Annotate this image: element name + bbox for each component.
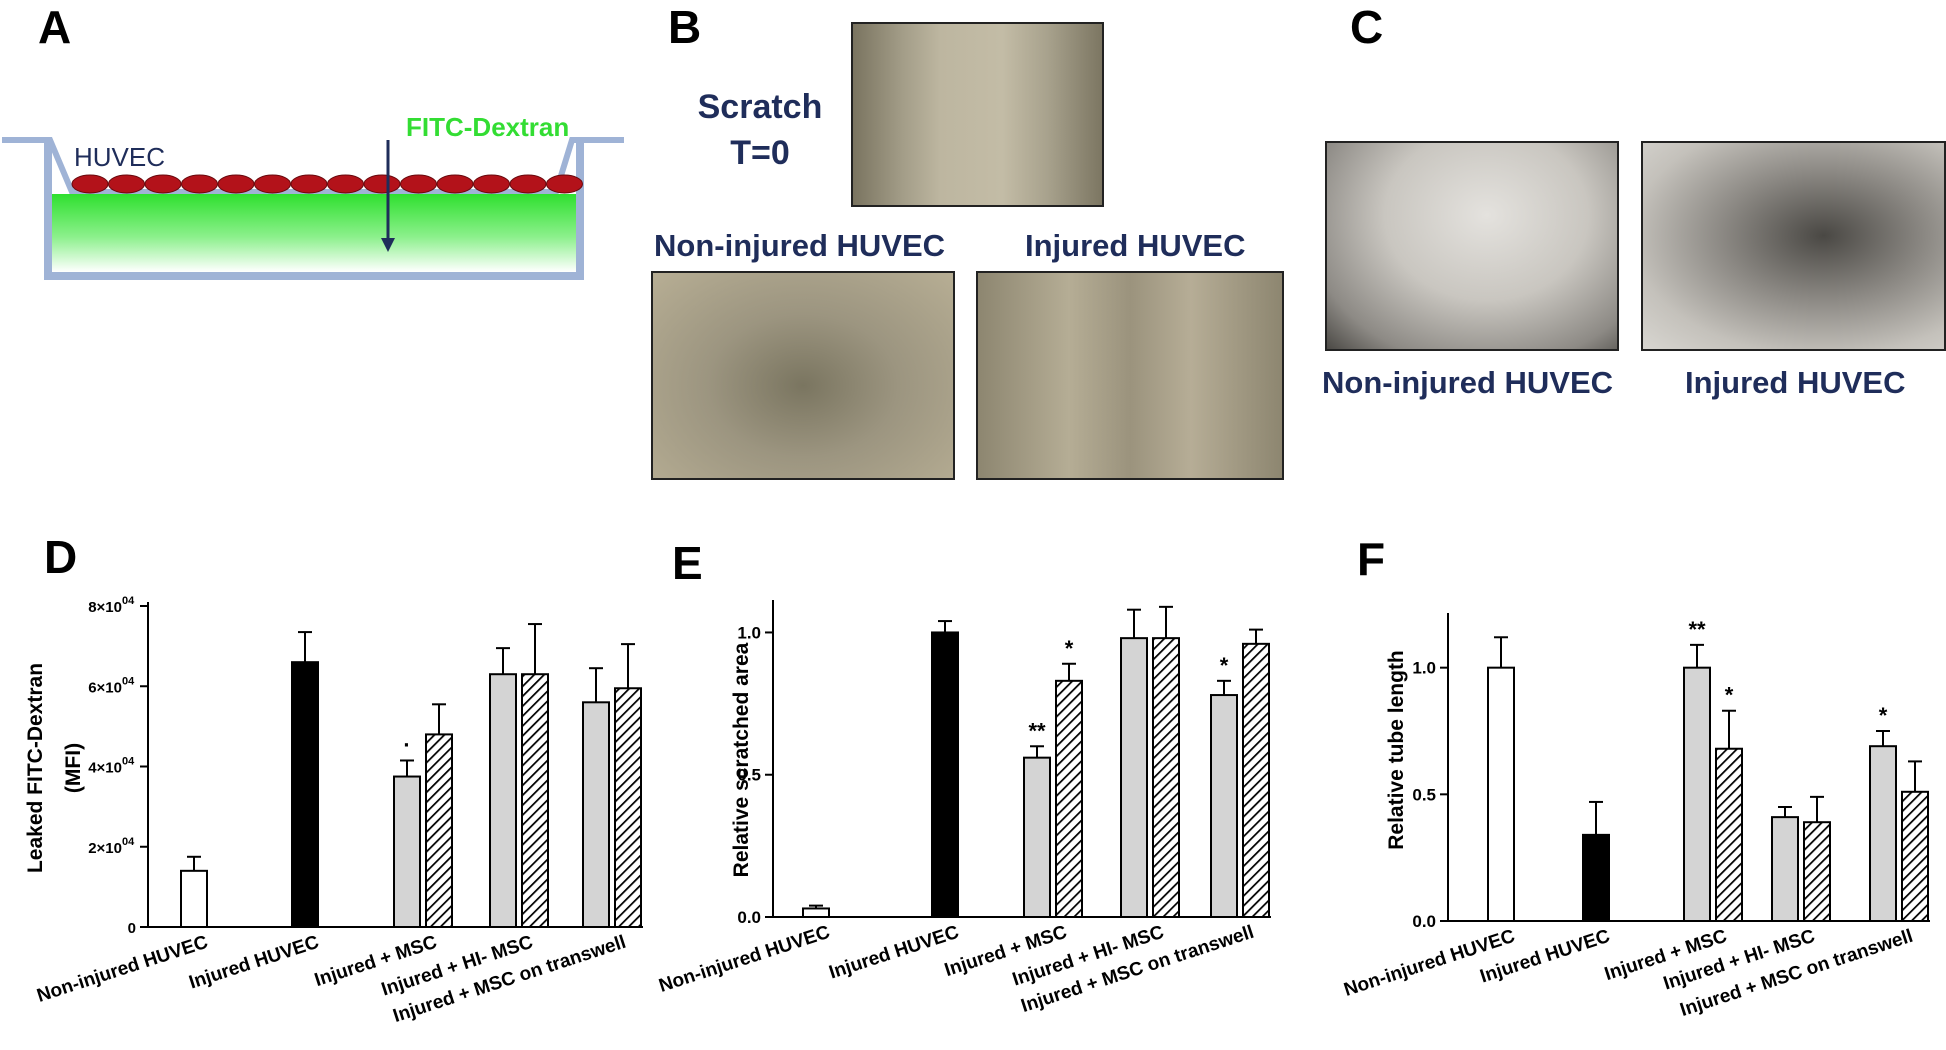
well-outline xyxy=(44,140,584,280)
bar xyxy=(1582,833,1610,922)
bar xyxy=(1055,679,1083,918)
bar xyxy=(1023,756,1051,918)
significance-mark: * xyxy=(1879,703,1888,728)
y-tick-label: 0.5 xyxy=(737,766,761,785)
bar xyxy=(489,673,517,929)
injured-tube-image xyxy=(1641,141,1946,351)
y-tick-exponent: 04 xyxy=(122,675,135,687)
bar xyxy=(1242,642,1270,918)
bar xyxy=(1869,745,1897,923)
non-injured-scratch-image xyxy=(651,271,955,480)
y-axis-label: Leaked FITC-Dextran xyxy=(24,663,47,873)
scratch-title: Scratch T=0 xyxy=(690,84,830,176)
bar xyxy=(1120,637,1148,918)
bar xyxy=(931,631,959,918)
significance-mark: · xyxy=(403,732,410,757)
significance-mark: * xyxy=(1220,653,1229,678)
bar xyxy=(1487,666,1515,923)
arrow-head xyxy=(381,238,395,252)
significance-mark: * xyxy=(1725,683,1734,708)
y-axis-label: Relative tube length xyxy=(1385,650,1408,850)
y-tick-label: 4×10 xyxy=(88,760,122,777)
bar xyxy=(1715,747,1743,922)
huvec-cell-layer xyxy=(71,174,583,194)
panel-letter-a: A xyxy=(38,1,72,53)
huvec-cell xyxy=(546,174,583,194)
panel-letter-d: D xyxy=(44,531,78,583)
panel-letter-c: C xyxy=(1350,1,1384,53)
y-tick-label: 1.0 xyxy=(1412,659,1436,678)
bar xyxy=(393,775,421,928)
bar xyxy=(1152,637,1180,918)
significance-mark: ** xyxy=(1028,718,1046,743)
bar xyxy=(1771,816,1799,923)
significance-mark: ** xyxy=(1688,617,1706,642)
panel-letter-b: B xyxy=(668,1,702,53)
injured-scratch-image xyxy=(976,271,1284,480)
y-tick-label: 8×10 xyxy=(88,599,122,616)
significance-mark: * xyxy=(1065,636,1074,661)
tube-right-caption: Injured HUVEC xyxy=(1685,365,1906,400)
panel-letter-f: F xyxy=(1357,533,1386,585)
y-tick-label: 1.0 xyxy=(737,623,761,642)
category-label: Non-injured HUVEC xyxy=(656,922,832,997)
bar xyxy=(425,733,453,929)
tube-left-caption: Non-injured HUVEC xyxy=(1322,365,1614,400)
scratch-title-line1: Scratch xyxy=(697,88,823,126)
bar xyxy=(1683,666,1711,923)
y-axis-label-line2: (MFI) xyxy=(62,743,85,793)
y-axis-label: Relative scratched area xyxy=(730,642,753,877)
bar xyxy=(802,907,830,918)
category-label: Injured HUVEC xyxy=(827,922,962,984)
y-tick-exponent: 04 xyxy=(122,595,135,607)
bar xyxy=(180,869,208,929)
y-tick-exponent: 04 xyxy=(122,756,135,768)
y-tick-label: 2×10 xyxy=(88,840,122,857)
y-tick-label: 6×10 xyxy=(88,679,122,696)
non-injured-tube-image xyxy=(1325,141,1619,351)
dextran-medium xyxy=(52,194,576,272)
category-label: Non-injured HUVEC xyxy=(34,932,210,1007)
bar xyxy=(1210,694,1238,919)
scratch-right-caption: Injured HUVEC xyxy=(1025,228,1246,263)
scratch-left-caption: Non-injured HUVEC xyxy=(654,228,946,263)
scratch-title-line2: T=0 xyxy=(730,134,790,172)
bar xyxy=(1803,821,1831,923)
fitc-dextran-label: FITC-Dextran xyxy=(406,112,570,142)
y-tick-label: 0 xyxy=(128,920,136,937)
bar xyxy=(614,687,642,928)
huvec-label: HUVEC xyxy=(74,142,166,172)
y-tick-label: 0.0 xyxy=(737,908,761,927)
panel-letter-e: E xyxy=(672,537,703,589)
bar xyxy=(582,701,610,928)
bar xyxy=(291,661,319,928)
y-tick-label: 0.5 xyxy=(1412,785,1436,804)
y-tick-label: 0.0 xyxy=(1412,912,1436,931)
y-tick-exponent: 04 xyxy=(122,836,135,848)
bar xyxy=(1901,790,1929,922)
bar xyxy=(521,673,549,929)
transwell-diagram xyxy=(2,137,624,280)
scratch-t0-image xyxy=(851,22,1104,207)
